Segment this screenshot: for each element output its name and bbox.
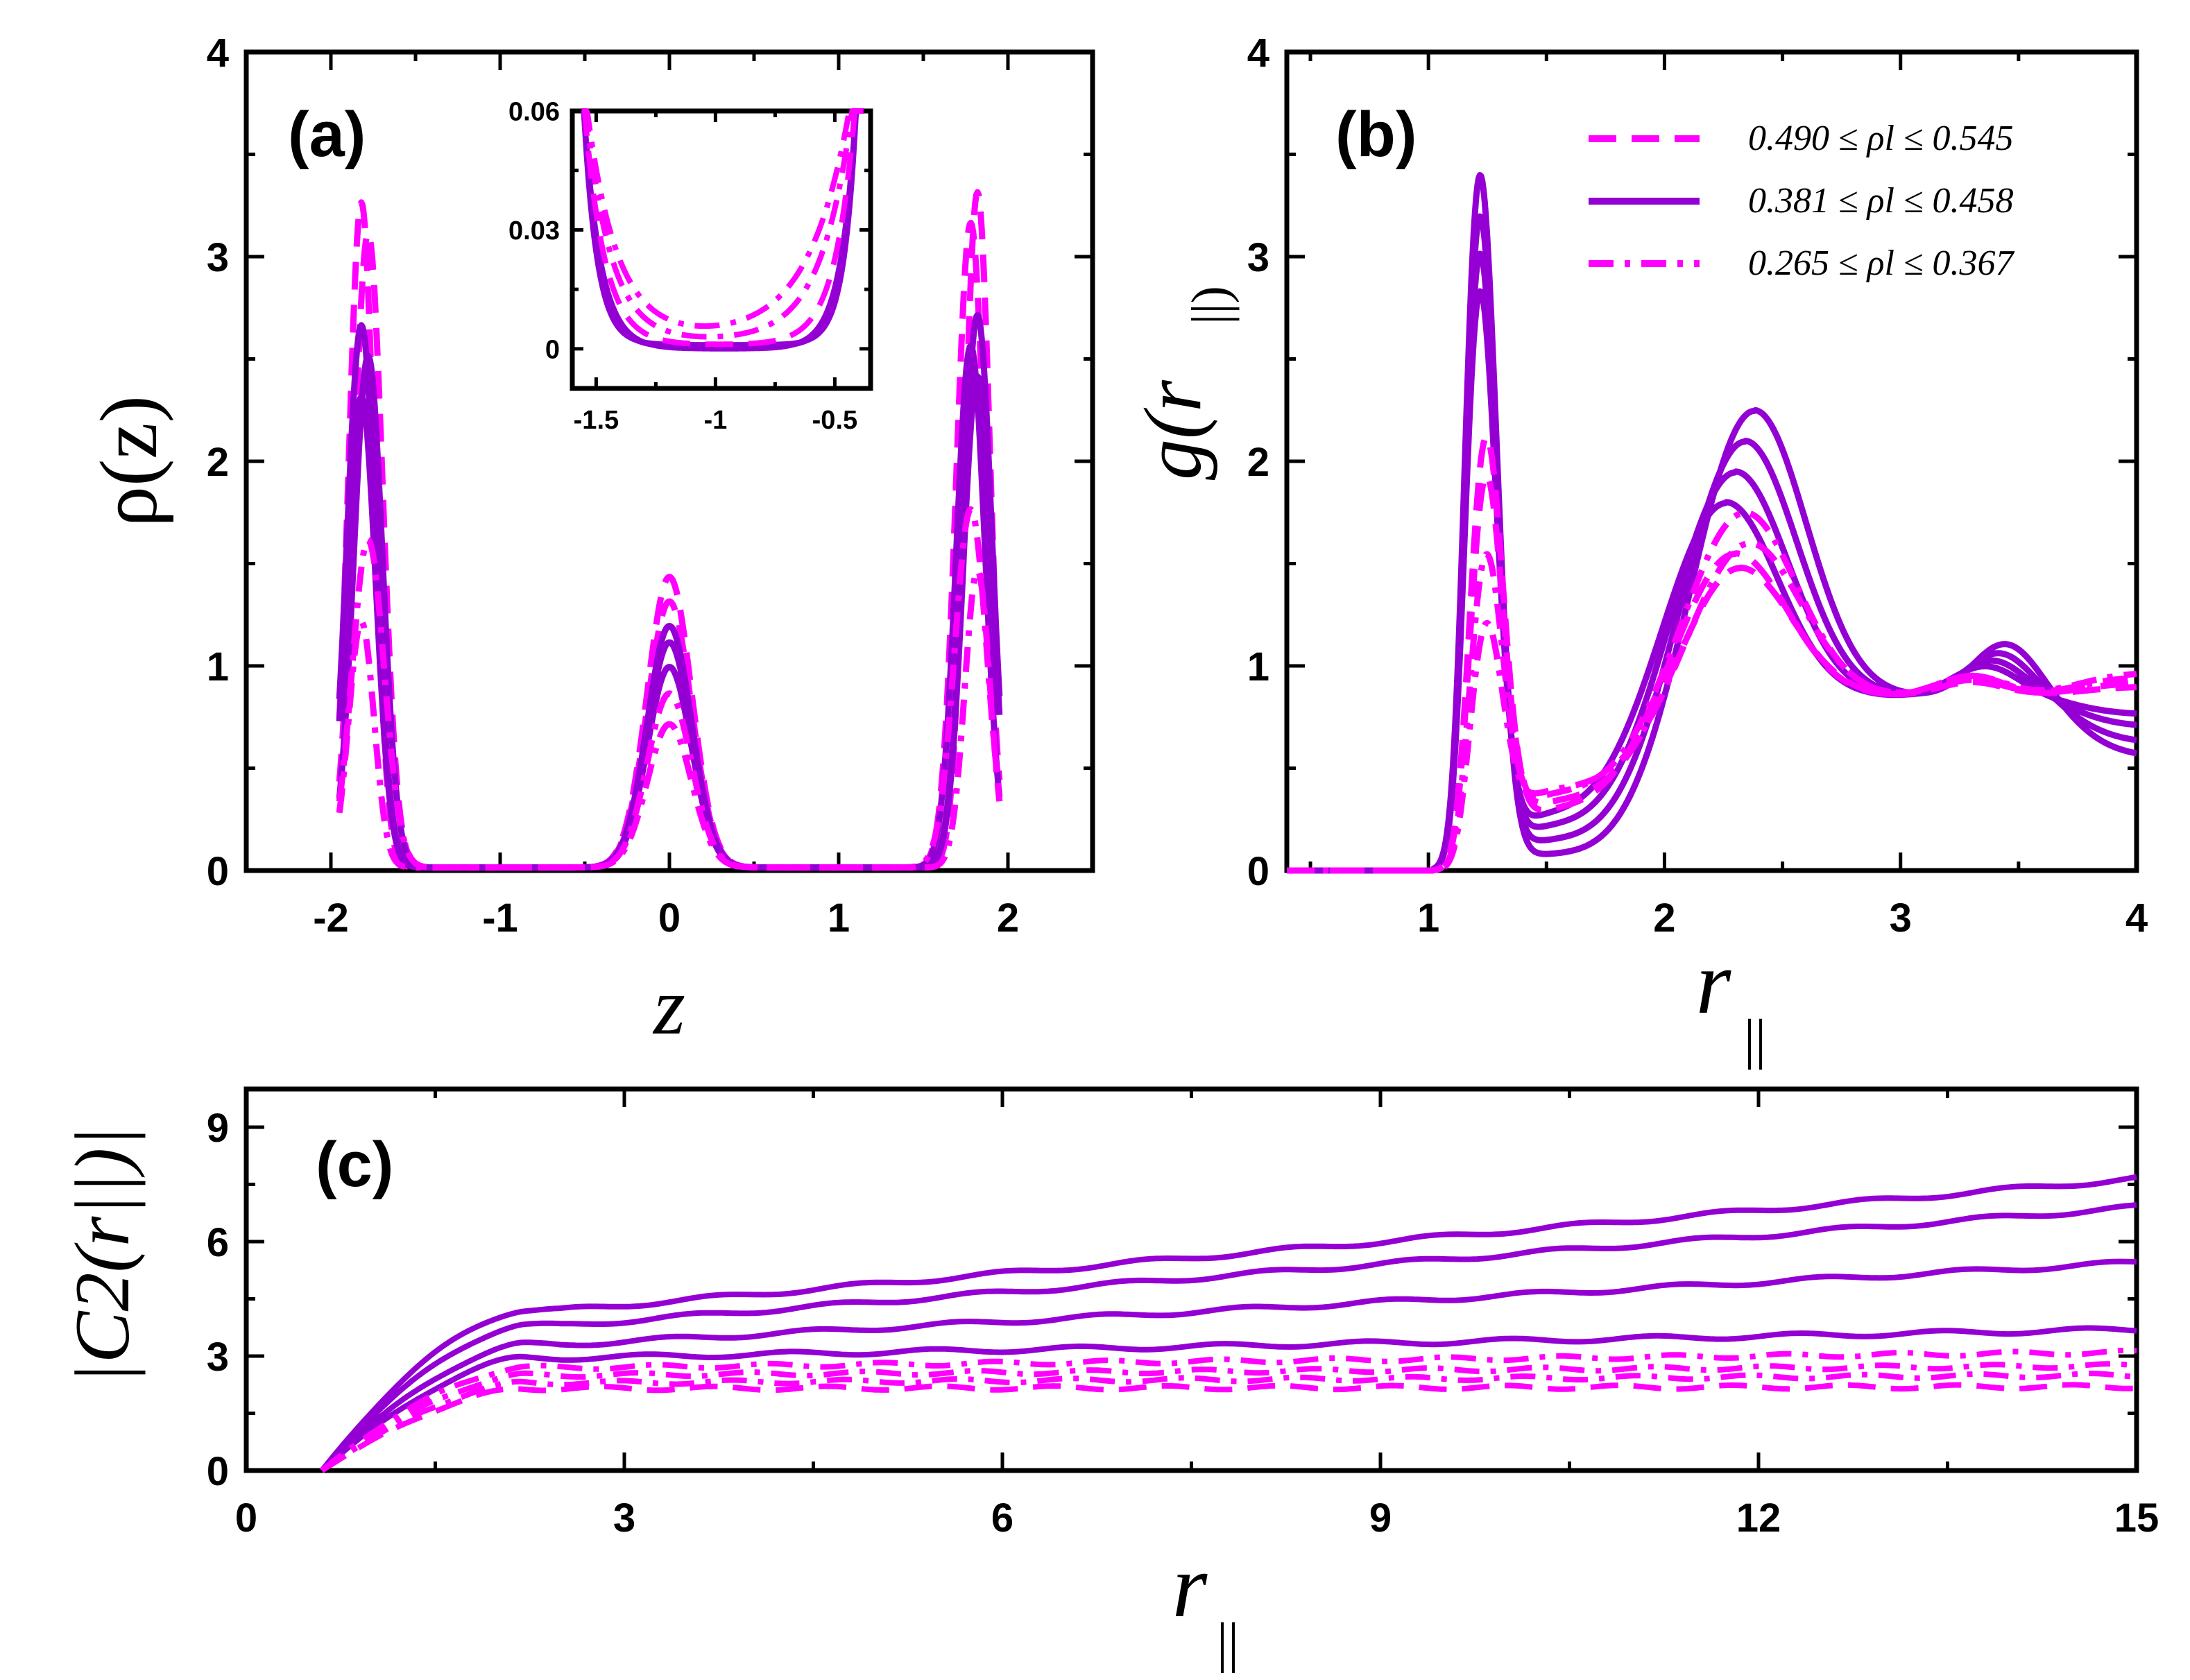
y-tick-label: 0.06 [508, 98, 560, 127]
density-curve [336, 506, 1003, 871]
x-tick-label: 12 [1736, 1495, 1781, 1541]
x-tick-label: 4 [2125, 895, 2148, 941]
legend-label: 0.490 ≤ ρl ≤ 0.545 [1748, 119, 2013, 158]
panel-label-a: (a) [288, 99, 366, 170]
panel-c: 0 3 6 9 12 15 0 3 6 9 (c) r|| |C2(r||)| [60, 1086, 2159, 1674]
correlation-curve [320, 1371, 2137, 1473]
rdf-curve [1285, 540, 2139, 874]
y-tick-label: 3 [207, 1335, 229, 1380]
y-tick-label: 2 [1247, 440, 1269, 485]
density-curve [336, 219, 1003, 871]
legend-label: 0.265 ≤ ρl ≤ 0.367 [1748, 243, 2014, 283]
y-tick-label: 0.03 [508, 216, 560, 246]
rdf-curve [1285, 250, 2139, 874]
x-tick-label: -2 [313, 895, 349, 941]
y-tick-label: 3 [1247, 235, 1269, 280]
x-tick-label: 1 [1417, 895, 1439, 941]
correlation-curve [320, 1382, 2137, 1473]
panel-label-b: (b) [1335, 99, 1417, 170]
x-tick-label: -1.5 [574, 406, 619, 435]
y-tick-label: 0 [1247, 849, 1269, 894]
y-tick-label: 1 [207, 644, 229, 689]
rdf-curve [1285, 288, 2139, 874]
x-tick-label: 9 [1369, 1495, 1392, 1541]
density-curve [336, 567, 1003, 871]
density-curve [336, 342, 1003, 871]
density-curve [336, 373, 1003, 871]
inset-curve [580, 108, 866, 348]
x-axis-label: z [652, 961, 685, 1052]
x-tick-label: 3 [613, 1495, 635, 1541]
x-axis-label: r [1696, 933, 1731, 1033]
density-curve [336, 189, 1003, 871]
x-tick-label: -1 [482, 895, 518, 941]
y-tick-label: 9 [207, 1106, 229, 1151]
correlation-curve [320, 1361, 2137, 1473]
y-axis-label: g(r [1127, 379, 1218, 480]
x-tick-label: 1 [828, 895, 850, 941]
y-axis-label-subscript: ||) [1181, 286, 1240, 325]
plot-frame [1284, 49, 2139, 873]
x-tick-label: 6 [991, 1495, 1013, 1541]
panel-b: 1 2 3 4 0 1 2 3 4 (b) r|| g(r ||) 0.490 ≤ ρl ≤ 0.545 0… [1127, 31, 2148, 1070]
y-axis-label: ρ(z) [83, 395, 174, 527]
x-tick-label: 0 [235, 1495, 257, 1541]
correlation-curve [320, 1325, 2137, 1473]
rdf-curve [1285, 509, 2139, 874]
correlation-curve [320, 1202, 2137, 1473]
legend-label: 0.381 ≤ ρl ≤ 0.458 [1748, 181, 2013, 221]
x-tick-label: 2 [997, 895, 1019, 941]
y-tick-label: 3 [207, 235, 229, 280]
plot-frame [570, 108, 873, 391]
correlation-curve [319, 1174, 2137, 1473]
inset-curve [580, 108, 866, 329]
inset-curve [580, 108, 866, 340]
density-curve [336, 311, 1003, 871]
y-tick-label: 6 [207, 1220, 229, 1265]
y-tick-label: 4 [207, 31, 229, 76]
y-axis-label: |C2(r||)| [60, 1126, 146, 1385]
y-tick-label: 4 [1247, 31, 1269, 76]
x-tick-label: 3 [1890, 895, 1912, 941]
y-tick-label: 0 [545, 336, 560, 365]
correlation-curve [320, 1347, 2137, 1473]
x-axis-label-subscript: || [1217, 1613, 1239, 1674]
panel-a-inset: -1.5 -1 -0.5 0 0.03 0.06 [508, 98, 873, 435]
x-tick-label: -0.5 [812, 406, 857, 435]
x-tick-label: 2 [1653, 895, 1675, 941]
panel-label-c: (c) [316, 1129, 393, 1200]
correlation-curve [320, 1258, 2137, 1473]
y-tick-label: 2 [207, 440, 229, 485]
x-tick-label: 0 [658, 895, 681, 941]
x-tick-label: 15 [2114, 1495, 2159, 1541]
x-axis-label-subscript: || [1744, 1009, 1766, 1070]
x-tick-label: -1 [704, 406, 728, 435]
panel-a: -2 -1 0 1 2 0 1 2 3 4 (a) z ρ(z) [83, 31, 1095, 1052]
x-axis-label: r [1172, 1536, 1208, 1636]
y-tick-label: 0 [207, 1449, 229, 1494]
y-tick-label: 1 [1247, 644, 1269, 689]
y-tick-label: 0 [207, 849, 229, 894]
